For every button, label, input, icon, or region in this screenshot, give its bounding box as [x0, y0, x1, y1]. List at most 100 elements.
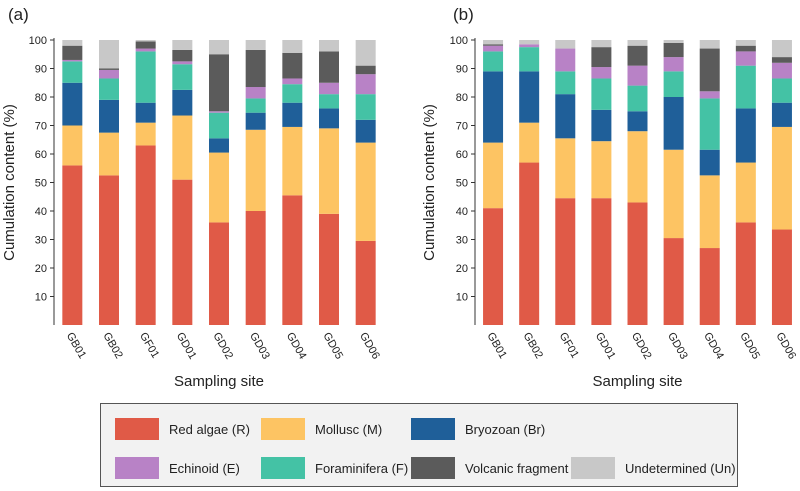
panel-label: (a): [8, 5, 29, 24]
bar-segment-f: [209, 112, 229, 139]
x-tick-label: GB01: [64, 331, 88, 361]
y-tick-label: 10: [35, 292, 47, 304]
bar-segment-m: [319, 128, 339, 214]
bar-segment-r: [591, 198, 612, 325]
bar-segment-f: [245, 98, 266, 113]
bar-segment-r: [209, 222, 229, 325]
bar-segment-f: [135, 51, 156, 103]
y-tick-label: 30: [456, 235, 468, 247]
bar-segment-un: [555, 40, 576, 49]
bar-segment-un: [355, 40, 376, 66]
legend-label: Foraminifera (F): [315, 460, 409, 476]
y-tick-label: 20: [35, 263, 47, 275]
bar-segment-f: [771, 78, 792, 103]
bar-segment-vf: [135, 41, 156, 49]
bar-segment-vf: [319, 51, 339, 83]
x-tick-label: GD01: [593, 331, 618, 362]
legend-swatch-echinoid: [115, 457, 159, 479]
bar-segment-r: [172, 179, 193, 325]
bar-segment-vf: [771, 57, 792, 63]
bar-segment-br: [483, 71, 504, 143]
bar-segment-e: [135, 48, 156, 52]
legend-label: Undetermined (Un): [625, 460, 736, 476]
bar-segment-f: [282, 84, 303, 103]
bar-segment-vf: [591, 47, 612, 68]
y-tick-label: 60: [35, 149, 47, 161]
chart-panel-b: (b) 10 20 30 40 50 60 70 80 90 100 GB01 GB02 GF01 GD01…: [421, 5, 798, 390]
legend-item-undetermined: Undetermined (Un): [571, 457, 736, 479]
bar-segment-m: [135, 122, 156, 146]
legend-item-foraminifera: Foraminifera (F): [261, 457, 408, 479]
bar-segment-un: [282, 40, 303, 53]
y-tick-label: 40: [35, 206, 47, 218]
x-axis-title: Sampling site: [174, 373, 264, 390]
bar-segment-br: [62, 82, 83, 126]
bar-segment-br: [735, 108, 756, 163]
y-tick-label: 70: [35, 121, 47, 133]
bar-segment-f: [483, 51, 504, 72]
bar-segment-f: [172, 64, 193, 90]
x-tick-label: GD06: [357, 331, 382, 362]
bar-segment-r: [699, 248, 720, 325]
bar-segment-e: [735, 51, 756, 66]
bar-segment-r: [519, 162, 540, 325]
bar-segment-m: [699, 175, 720, 249]
bar-segment-f: [355, 94, 376, 120]
bar-segment-br: [172, 89, 193, 116]
bar-segment-br: [245, 112, 266, 130]
bar-segment-vf: [627, 45, 648, 66]
bar-segment-m: [627, 131, 648, 203]
y-tick-label: 10: [456, 292, 468, 304]
bar-segment-br: [355, 119, 376, 143]
bar-segment-r: [99, 175, 119, 325]
y-tick-label: 50: [35, 178, 47, 190]
bar-segment-m: [771, 126, 792, 230]
x-tick-label: GD03: [247, 331, 272, 362]
bar-segment-r: [245, 211, 266, 325]
bar-segment-m: [99, 132, 119, 176]
bar-segment-un: [519, 40, 540, 45]
bar-segment-vf: [282, 52, 303, 79]
bar-segment-f: [319, 94, 339, 109]
bar-segment-m: [282, 126, 303, 196]
bar-segment-m: [355, 142, 376, 241]
bar-segment-br: [771, 102, 792, 127]
legend-item-volcanic-fragment: Volcanic fragment (Vf): [411, 457, 593, 479]
bar-segment-r: [135, 145, 156, 325]
x-tick-label: GD06: [773, 331, 798, 362]
y-tick-label: 90: [35, 64, 47, 76]
chart-panel-a: (a) 10 20 30 40 50 60 70 80 90 100 GB01 GB02 GF01 GD01…: [1, 5, 382, 390]
bar-segment-f: [663, 71, 684, 97]
bar-segment-e: [699, 91, 720, 99]
bar-segment-e: [172, 61, 193, 65]
y-tick-label: 40: [456, 206, 468, 218]
y-tick-label: 100: [450, 35, 468, 47]
bar-segment-un: [699, 40, 720, 49]
legend-label: Red algae (R): [169, 421, 250, 437]
bar-segment-f: [519, 47, 540, 72]
bar-segment-r: [663, 238, 684, 325]
x-tick-label: GD04: [701, 331, 726, 362]
bar-segment-br: [555, 94, 576, 139]
bar-segment-e: [771, 62, 792, 79]
bar-segment-f: [699, 98, 720, 150]
bar-segment-br: [519, 71, 540, 123]
bar-segment-r: [483, 208, 504, 325]
bar-segment-m: [172, 115, 193, 180]
legend-swatch-undetermined: [571, 457, 615, 479]
x-tick-label: GF01: [137, 331, 161, 361]
bar-segment-e: [663, 57, 684, 72]
bar-segment-br: [282, 102, 303, 127]
bar-segment-vf: [663, 42, 684, 58]
bar-segment-vf: [245, 49, 266, 88]
bar-segment-un: [735, 40, 756, 46]
bar-segment-br: [591, 109, 612, 142]
x-tick-label: GD04: [284, 331, 309, 362]
legend-swatch-bryozoan: [411, 418, 455, 440]
y-tick-label: 30: [35, 235, 47, 247]
bar-segment-r: [319, 213, 339, 325]
bar-segment-e: [62, 59, 83, 62]
bar-segment-un: [99, 40, 119, 69]
bar-segment-e: [519, 44, 540, 48]
